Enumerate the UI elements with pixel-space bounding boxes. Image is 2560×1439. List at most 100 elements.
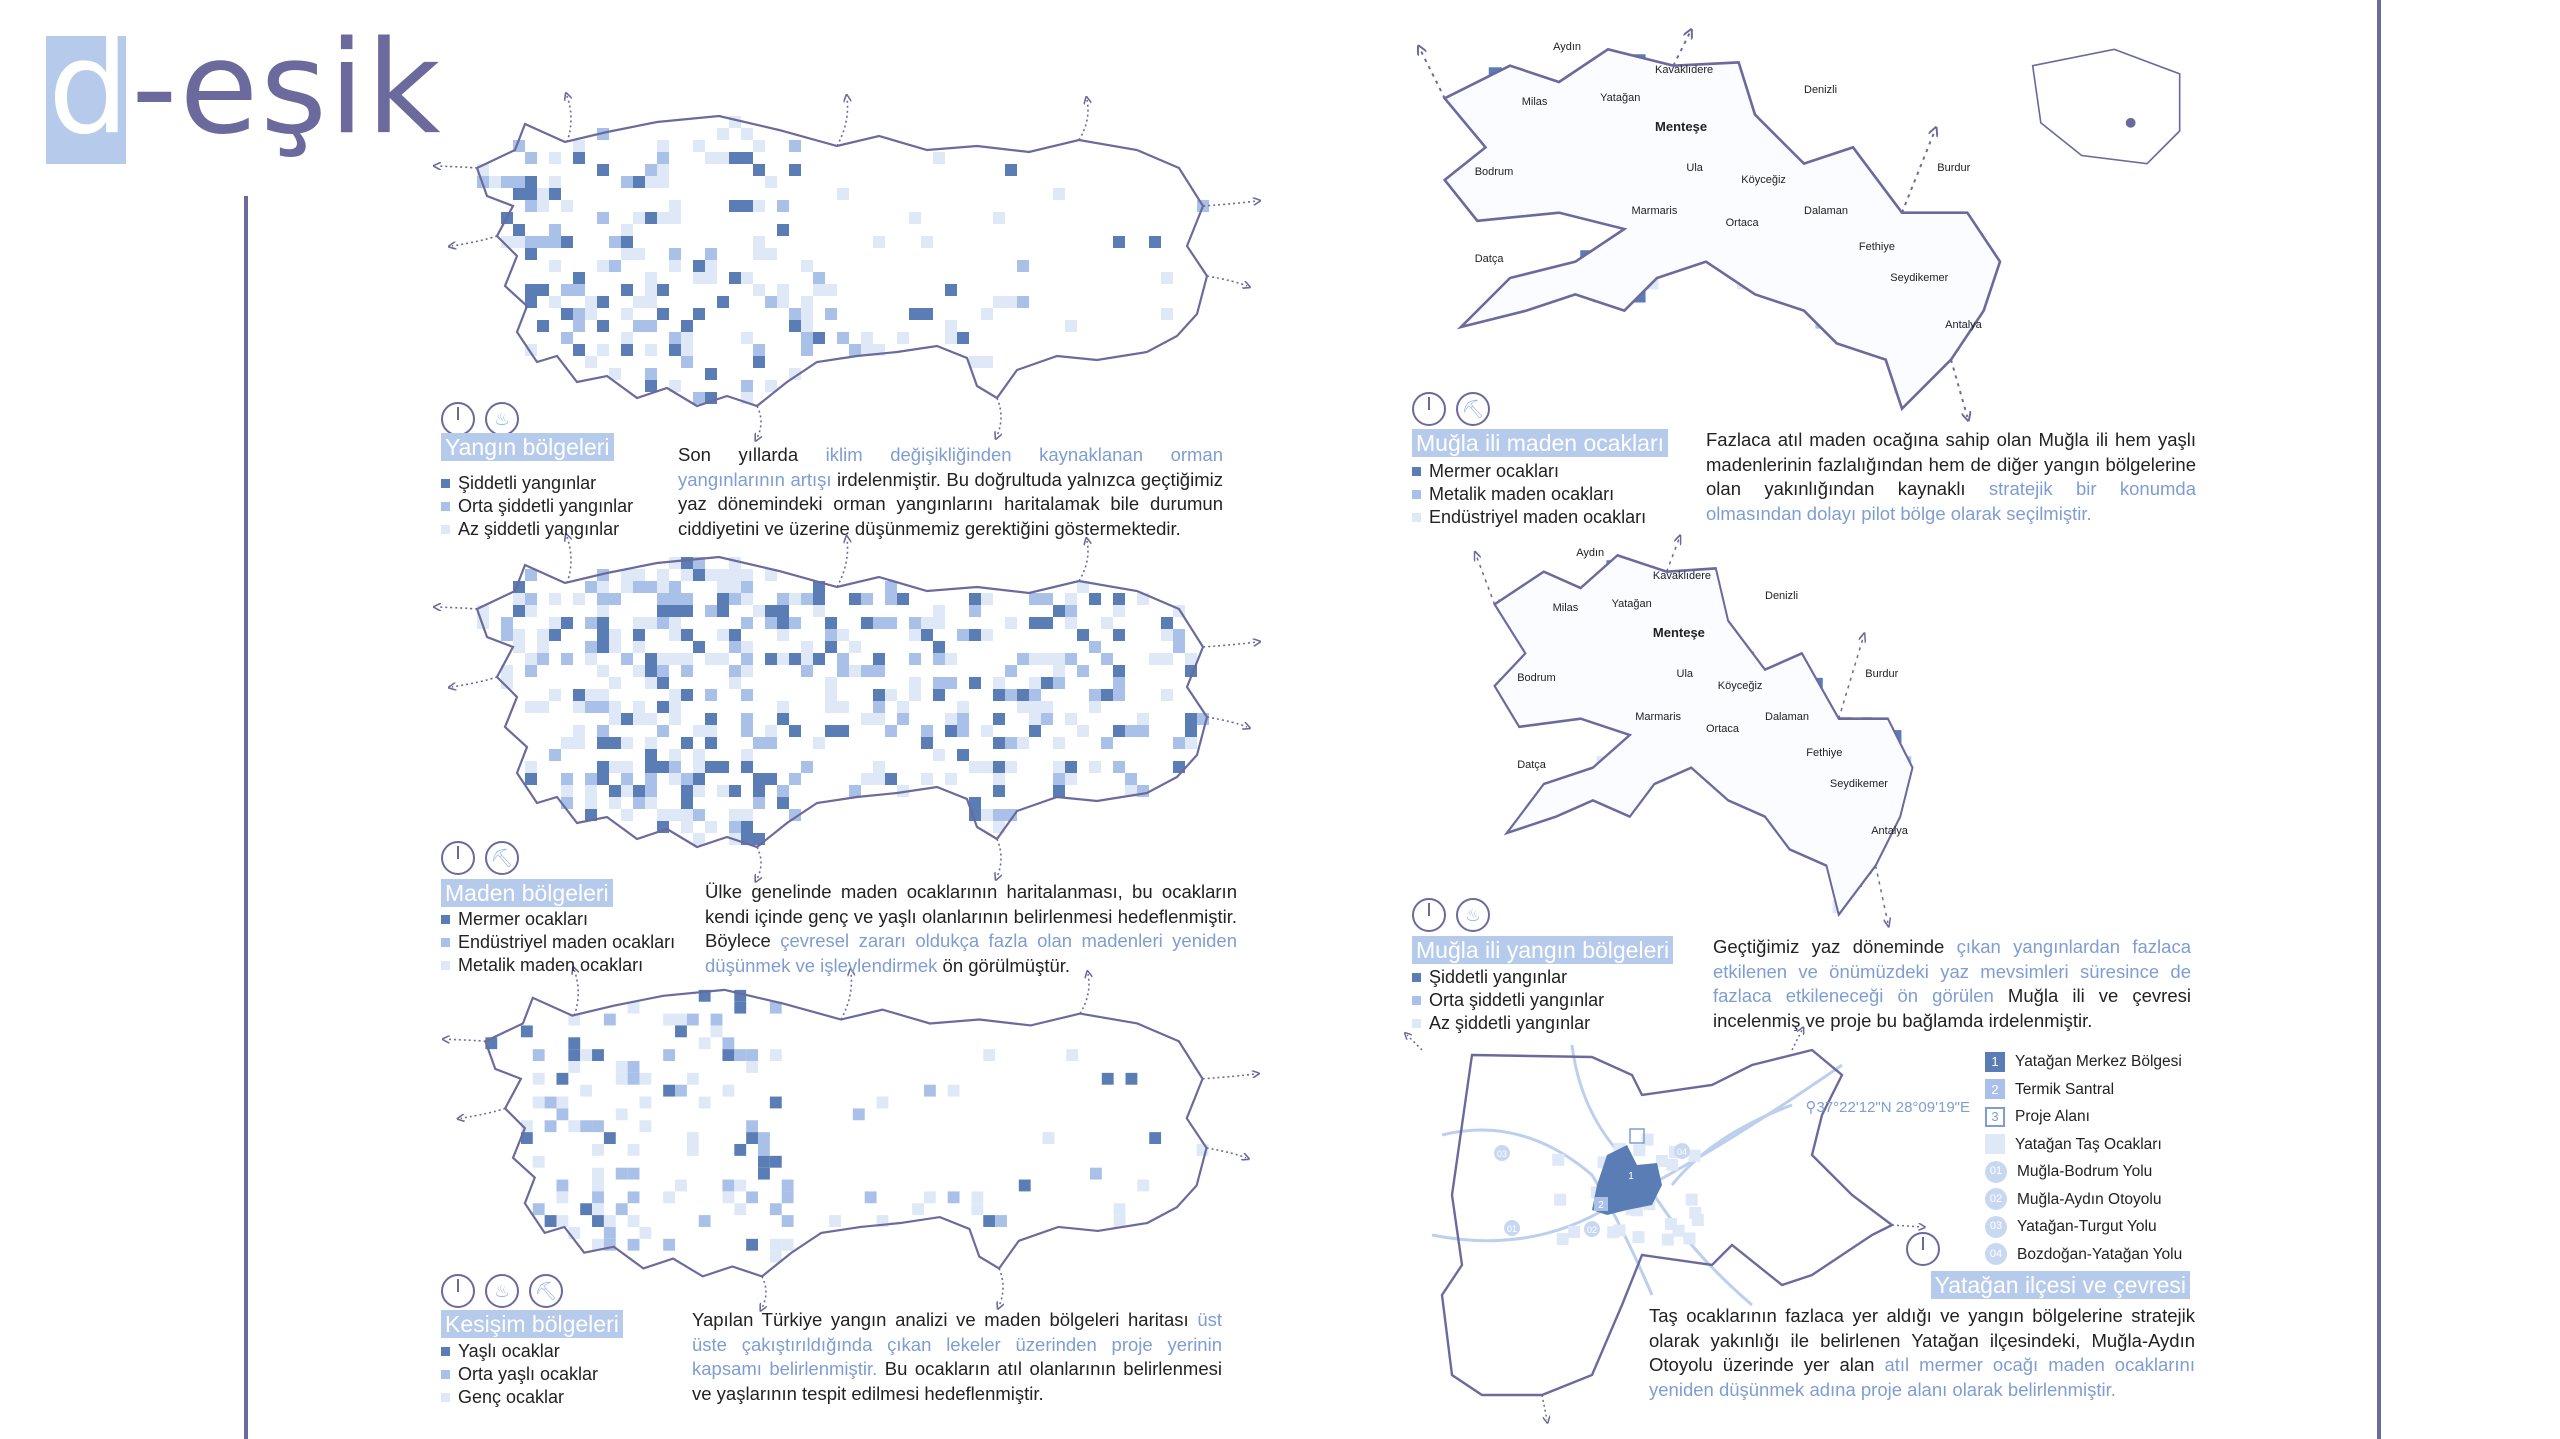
body-text: Bu ocakların atıl olanlarının belirlenme…	[692, 1358, 1222, 1404]
data-square	[592, 1203, 604, 1216]
data-square	[585, 641, 597, 653]
data-square	[1101, 1072, 1114, 1085]
data-square	[597, 296, 609, 308]
legend-label: Yatağan Taş Ocakları	[2015, 1135, 2162, 1153]
data-square	[615, 1203, 628, 1216]
section-description: Geçtiğimiz yaz döneminde çıkan yangınlar…	[1713, 935, 2191, 1033]
data-square	[921, 773, 933, 785]
data-square	[801, 260, 813, 272]
data-square	[789, 809, 801, 821]
data-square	[585, 296, 597, 308]
place-label-dalaman: Dalaman	[1765, 711, 1810, 724]
data-square	[753, 248, 765, 260]
data-square	[758, 1132, 770, 1144]
place-label-ula: Ula	[1676, 668, 1694, 681]
data-square	[549, 224, 561, 236]
data-square	[645, 653, 657, 665]
data-square	[746, 1191, 759, 1204]
clock-icon	[1906, 1232, 1940, 1266]
place-label-ula: Ula	[1686, 162, 1703, 175]
data-square	[501, 176, 513, 188]
direction-arrow	[437, 607, 478, 609]
data-square	[746, 1132, 759, 1144]
place-label-datca: Datça	[1474, 252, 1504, 265]
data-square	[722, 1084, 735, 1097]
direction-arrow	[437, 166, 478, 168]
data-square	[849, 593, 861, 605]
right-divider	[2377, 0, 2381, 1439]
data-square	[746, 1238, 759, 1251]
data-square	[681, 593, 693, 605]
legend-item: Genç ocaklar	[441, 1386, 598, 1409]
data-square	[525, 653, 537, 665]
data-square	[717, 128, 729, 140]
data-square	[585, 797, 597, 809]
data-square	[717, 605, 729, 617]
data-square	[1041, 653, 1053, 665]
data-square	[933, 653, 945, 665]
data-square	[1113, 665, 1125, 677]
direction-arrow	[1874, 865, 1888, 923]
legend-swatch	[1412, 973, 1421, 982]
data-square	[758, 1155, 770, 1168]
section-legend: Şiddetli yangınlar Orta şiddetli yangınla…	[1412, 966, 1604, 1035]
data-square	[686, 1132, 699, 1144]
data-square	[1005, 617, 1017, 629]
data-square	[909, 629, 921, 641]
data-square	[513, 176, 525, 188]
road-badge: 03	[1985, 1215, 2007, 1238]
data-square	[621, 224, 633, 236]
data-square	[873, 773, 885, 785]
data-square	[734, 1203, 747, 1216]
data-square	[765, 569, 777, 581]
quarry-square	[1552, 1153, 1565, 1166]
data-square	[813, 272, 825, 284]
legend-label: Orta şiddetli yangınlar	[458, 496, 634, 516]
mugla-fire-map: Aydın Milas Yatağan Kavaklıdere Menteşe Deniz…	[1470, 539, 2060, 931]
legend-label: Metalik maden ocakları	[458, 955, 644, 975]
data-square	[849, 641, 861, 653]
data-square	[789, 368, 801, 380]
data-square	[945, 320, 957, 332]
legend-label: Bozdoğan-Yatağan Yolu	[2017, 1245, 2183, 1263]
data-square	[681, 344, 693, 356]
data-square	[621, 809, 633, 821]
road-number: 01	[1507, 1224, 1517, 1234]
data-square	[501, 629, 513, 641]
section-title: Maden bölgeleri	[441, 879, 613, 907]
data-square	[825, 308, 837, 320]
data-square	[537, 284, 549, 296]
data-square	[693, 569, 705, 581]
legend-swatch	[441, 525, 450, 534]
place-label-marmaris: Marmaris	[1631, 205, 1678, 218]
data-square	[765, 725, 777, 737]
data-square	[1089, 701, 1101, 713]
data-square	[1029, 677, 1041, 689]
quarry-square	[1689, 1206, 1702, 1219]
data-square	[947, 1084, 960, 1097]
data-square	[645, 212, 657, 224]
data-square	[585, 773, 597, 785]
data-square	[852, 1108, 865, 1121]
direction-arrow	[1206, 1147, 1247, 1158]
direction-arrow	[1202, 642, 1257, 648]
data-square	[789, 308, 801, 320]
data-square	[1185, 653, 1197, 665]
place-label-burdur: Burdur	[1865, 668, 1899, 681]
data-square	[645, 665, 657, 677]
data-square	[741, 761, 753, 773]
data-square	[621, 284, 633, 296]
section-icons: ♨	[441, 402, 519, 436]
data-square	[573, 701, 585, 713]
data-square	[621, 344, 633, 356]
data-square	[693, 761, 705, 773]
data-square	[897, 593, 909, 605]
data-square	[609, 737, 621, 749]
data-square	[801, 641, 813, 653]
data-square	[741, 641, 753, 653]
data-square	[580, 1084, 593, 1097]
data-square	[633, 713, 645, 725]
yatagan-legend-item: 02 Muğla-Aydın Otoyolu	[1985, 1186, 2182, 1214]
data-square	[513, 605, 525, 617]
body-text: Geçtiğimiz yaz döneminde	[1713, 936, 1957, 957]
